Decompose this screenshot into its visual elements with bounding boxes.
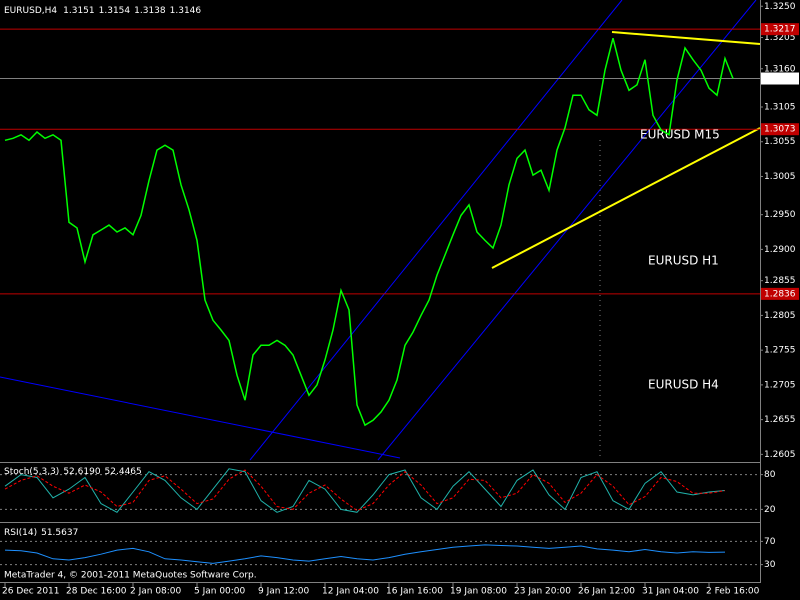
x-tick-label: 12 Jan 04:00 xyxy=(322,587,379,597)
y-tick-label: 30 xyxy=(764,560,776,570)
y-tick-label: 1.3005 xyxy=(764,172,796,182)
y-tick-label: 80 xyxy=(764,470,776,480)
x-tick-label: 16 Jan 16:00 xyxy=(386,587,443,597)
trend-line xyxy=(611,31,761,45)
y-tick-label: 1.2805 xyxy=(764,311,796,321)
y-tick-label: 1.2705 xyxy=(764,380,796,390)
indicator-value: 51.5637 xyxy=(41,528,78,538)
annotation: EURUSD H1 xyxy=(648,254,719,268)
y-tick-label: 1.2755 xyxy=(764,346,796,356)
channel-line xyxy=(0,376,401,459)
x-tick-label: 19 Jan 08:00 xyxy=(450,587,507,597)
trend-line xyxy=(491,127,761,269)
x-tick-label: 26 Dec 2011 xyxy=(2,587,60,597)
x-tick-label: 2 Jan 08:00 xyxy=(130,587,182,597)
y-tick-label: 1.3205 xyxy=(764,33,796,43)
x-tick-label: 9 Jan 12:00 xyxy=(258,587,310,597)
symbol: EURUSD,H4 xyxy=(4,6,57,16)
x-tick-label: 23 Jan 20:00 xyxy=(514,587,571,597)
x-tick-label: 28 Dec 16:00 xyxy=(66,587,127,597)
price-label: 1.3217 xyxy=(764,25,796,35)
price-label: 1.3073 xyxy=(764,125,796,135)
y-tick-label: 1.3105 xyxy=(764,102,796,112)
y-tick-label: 1.3250 xyxy=(764,2,796,12)
indicator-label: RSI(14) 51.5637 xyxy=(4,528,78,538)
y-tick-label: 1.2900 xyxy=(764,245,796,255)
annotation: EURUSD H4 xyxy=(648,378,719,392)
price-label: 1.2836 xyxy=(764,289,796,299)
close: 1.3146 xyxy=(170,6,202,16)
indicator-label: Stoch(5,3,3) 52.6190 52.4465 xyxy=(4,467,142,477)
x-tick-label: 2 Feb 16:00 xyxy=(706,587,760,597)
series-line xyxy=(4,544,726,564)
x-tick-label: 31 Jan 04:00 xyxy=(642,587,699,597)
price-label-box xyxy=(761,123,799,136)
series-line xyxy=(4,38,734,427)
y-tick-label: 1.2950 xyxy=(764,210,796,220)
indicator-name: RSI(14) xyxy=(4,528,37,538)
price-label-box xyxy=(761,23,799,36)
indicator-value: 52.4465 xyxy=(105,467,142,477)
y-tick-label: 1.2855 xyxy=(764,276,796,286)
series-line xyxy=(4,468,726,513)
indicator-value: 52.6190 xyxy=(63,467,100,477)
annotation: EURUSD M15 xyxy=(640,128,720,142)
current-price-box xyxy=(761,72,799,85)
y-tick-label: 1.3055 xyxy=(764,137,796,147)
high: 1.3154 xyxy=(99,6,131,16)
channel-line xyxy=(377,0,757,461)
y-tick-label: 20 xyxy=(764,505,776,515)
current-price-label: 1.3146 xyxy=(764,74,796,84)
indicator-name: Stoch(5,3,3) xyxy=(4,467,59,477)
y-tick-label: 70 xyxy=(764,537,776,547)
y-tick-label: 1.2655 xyxy=(764,415,796,425)
series-line xyxy=(4,469,726,512)
price-label-box xyxy=(761,287,799,300)
x-tick-label: 26 Jan 12:00 xyxy=(578,587,635,597)
y-tick-label: 1.3160 xyxy=(764,64,796,74)
header: EURUSD,H4 1.3151 1.3154 1.3138 1.3146 xyxy=(4,6,201,16)
low: 1.3138 xyxy=(134,6,166,16)
channel-line xyxy=(249,0,623,461)
y-tick-label: 1.2605 xyxy=(764,450,796,460)
x-tick-label: 5 Jan 00:00 xyxy=(194,587,246,597)
open: 1.3151 xyxy=(63,6,95,16)
footer: MetaTrader 4, © 2001-2011 MetaQuotes Sof… xyxy=(4,571,257,581)
